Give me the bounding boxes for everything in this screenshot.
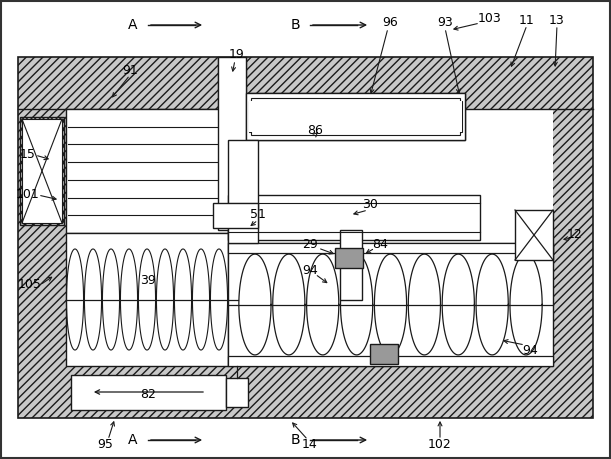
Text: 12: 12 — [567, 229, 583, 241]
Bar — [246, 93, 465, 140]
Text: A: A — [128, 433, 137, 447]
Text: 103: 103 — [478, 11, 502, 24]
Bar — [340, 230, 362, 300]
Text: 86: 86 — [307, 123, 323, 136]
Text: B: B — [290, 433, 300, 447]
Text: A: A — [128, 18, 137, 32]
Bar — [66, 109, 228, 233]
Bar — [335, 248, 363, 268]
Text: 93: 93 — [437, 17, 453, 29]
Text: 101: 101 — [16, 189, 40, 202]
Text: 94: 94 — [302, 263, 318, 276]
Text: 11: 11 — [519, 13, 535, 27]
Bar — [66, 233, 228, 366]
Text: 105: 105 — [18, 279, 42, 291]
Bar — [228, 356, 553, 366]
Bar — [71, 375, 226, 410]
Text: 96: 96 — [382, 17, 398, 29]
Bar — [249, 101, 462, 132]
Text: 39: 39 — [140, 274, 156, 286]
Bar — [66, 109, 553, 366]
Bar — [249, 101, 462, 132]
Text: 13: 13 — [549, 13, 565, 27]
Text: 95: 95 — [97, 438, 113, 452]
Bar — [246, 93, 465, 140]
Bar — [218, 57, 246, 109]
Text: 94: 94 — [522, 343, 538, 357]
Bar — [20, 117, 64, 225]
Bar — [251, 98, 460, 135]
Bar — [515, 210, 553, 260]
Text: 51: 51 — [250, 208, 266, 222]
Bar — [22, 119, 62, 223]
Text: 82: 82 — [140, 388, 156, 402]
Bar — [228, 243, 553, 366]
Bar — [228, 195, 480, 240]
Bar — [218, 57, 246, 230]
Text: 102: 102 — [428, 438, 452, 452]
Text: 14: 14 — [302, 438, 318, 452]
Bar — [370, 344, 398, 364]
Text: 29: 29 — [302, 239, 318, 252]
Text: 30: 30 — [362, 198, 378, 212]
Text: 84: 84 — [372, 239, 388, 252]
Text: 91: 91 — [122, 63, 138, 77]
Text: 19: 19 — [229, 49, 245, 62]
Bar — [228, 243, 553, 253]
Text: 15: 15 — [20, 149, 36, 162]
Text: B: B — [290, 18, 300, 32]
Bar — [226, 378, 248, 407]
Bar — [18, 57, 593, 418]
Bar — [213, 203, 258, 228]
Bar — [228, 140, 258, 243]
